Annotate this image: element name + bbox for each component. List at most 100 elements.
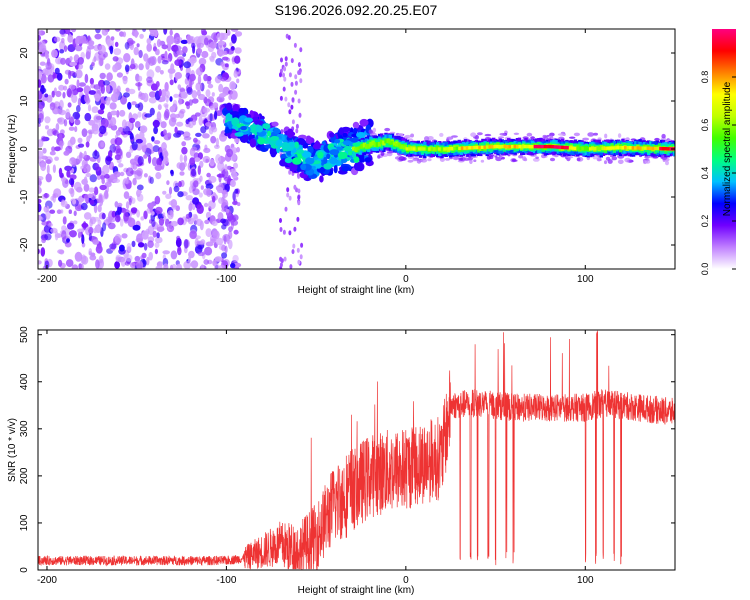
spectrogram-cell: [194, 238, 199, 247]
spectrogram-cell: [190, 168, 197, 177]
spectrogram-cell: [294, 141, 299, 147]
spectrogram-cell: [334, 138, 341, 144]
spectrogram-cell: [508, 144, 512, 149]
spectrogram-cell: [220, 77, 227, 82]
spectrogram-cell: [297, 62, 301, 68]
spectrogram-cell: [38, 203, 42, 213]
spectrogram-cell: [161, 142, 167, 151]
spectrogram-x-tick-label: 100: [577, 274, 594, 285]
spectrogram-cell: [188, 121, 194, 129]
spectrogram-cell: [232, 214, 239, 221]
spectrogram-cell: [532, 157, 540, 162]
spectrogram-cell: [59, 99, 64, 110]
spectrogram-cell: [218, 197, 224, 204]
spectrogram-cell: [221, 252, 228, 259]
spectrogram-cell: [101, 29, 109, 36]
spectrogram-cell: [203, 73, 209, 82]
spectrogram-cell: [90, 252, 96, 257]
spectrogram-cell: [52, 164, 57, 173]
spectrogram-cell: [52, 193, 56, 203]
spectrogram-cell: [152, 230, 157, 238]
spectrogram-cell: [209, 57, 215, 63]
spectrogram-cell: [226, 48, 234, 55]
spectrogram-cell: [342, 132, 348, 138]
spectrogram-cell: [215, 154, 222, 164]
spectrogram-cell: [178, 180, 182, 188]
snr-y-tick-label: 100: [19, 514, 30, 531]
spectrogram-cell: [125, 167, 134, 177]
spectrogram-cell: [178, 91, 182, 102]
spectrogram-cell: [254, 120, 264, 126]
spectrogram-cell: [143, 154, 148, 159]
spectrogram-cell: [155, 265, 163, 269]
spectrogram-cell: [596, 146, 600, 151]
spectrogram-cell: [214, 256, 223, 262]
spectrogram-cell: [617, 159, 624, 165]
spectrogram-cell: [38, 112, 44, 123]
spectrogram-cell: [286, 192, 290, 198]
spectrogram-cell: [556, 145, 560, 149]
spectrogram-cell: [191, 42, 196, 49]
spectrogram-cell: [551, 145, 555, 149]
spectrogram-cell: [134, 29, 139, 38]
spectrogram-cell: [94, 33, 102, 40]
spectrogram-cell: [410, 133, 414, 138]
spectrogram-cell: [488, 145, 492, 149]
spectrogram-cell: [174, 45, 182, 51]
spectrogram-cell: [74, 251, 83, 262]
spectrogram-cell: [86, 135, 91, 143]
spectrogram-cell: [46, 164, 50, 175]
spectrogram-cell: [38, 29, 42, 36]
spectrogram-cell: [405, 147, 409, 151]
spectrogram-cell: [425, 147, 429, 151]
spectrogram-cell: [204, 219, 210, 225]
spectrogram-cell: [298, 112, 302, 118]
spectrogram-cell: [296, 172, 300, 178]
spectrogram-cell: [356, 145, 360, 151]
spectrogram-cell: [221, 32, 228, 41]
spectrogram-cell: [256, 125, 263, 133]
spectrogram-cell: [65, 259, 74, 268]
spectrogram-cell: [240, 126, 248, 131]
spectrogram-cell: [120, 257, 127, 267]
spectrogram-cell: [148, 96, 157, 104]
spectrogram-cell: [58, 259, 63, 267]
spectrogram-cell: [257, 137, 266, 145]
snr-x-tick-label: -100: [216, 575, 236, 586]
spectrogram-cell: [364, 144, 369, 149]
spectrogram-cell: [651, 146, 655, 151]
spectrogram-cell: [129, 132, 134, 140]
spectrogram-cell: [439, 132, 444, 137]
spectrogram-cell: [384, 138, 388, 144]
spectrogram-cell: [163, 29, 168, 35]
spectrogram-cell: [99, 197, 104, 207]
spectrogram-cell: [634, 146, 638, 150]
spectrogram-cell: [480, 159, 485, 163]
spectrogram-cell: [123, 92, 130, 98]
spectrogram-cell: [38, 79, 42, 88]
spectrogram-cell: [629, 146, 633, 150]
spectrogram-cell: [205, 228, 212, 238]
spectrogram-cell: [42, 68, 49, 76]
spectrogram-cell: [588, 147, 592, 151]
spectrogram-cell: [624, 146, 627, 150]
spectrogram-cell: [189, 79, 193, 89]
spectrogram-cell: [44, 260, 50, 269]
spectrogram-cell: [68, 187, 74, 194]
spectrogram-cell: [473, 159, 477, 162]
spectrogram-cell: [75, 69, 83, 79]
spectrogram-cell: [664, 147, 668, 151]
spectrogram-cell: [38, 40, 46, 49]
spectrogram-cell: [203, 188, 211, 196]
spectrogram-cell: [76, 79, 80, 89]
spectrogram-cell: [282, 86, 286, 92]
spectrogram-cell: [571, 146, 575, 150]
spectrogram-cell: [77, 231, 81, 239]
spectrogram-cell: [283, 66, 287, 72]
spectrogram-cell: [123, 53, 131, 63]
spectrogram-cell: [193, 36, 201, 45]
spectrogram-cell: [443, 147, 447, 151]
spectrogram-cell: [177, 84, 182, 90]
spectrogram-cell: [518, 154, 524, 159]
